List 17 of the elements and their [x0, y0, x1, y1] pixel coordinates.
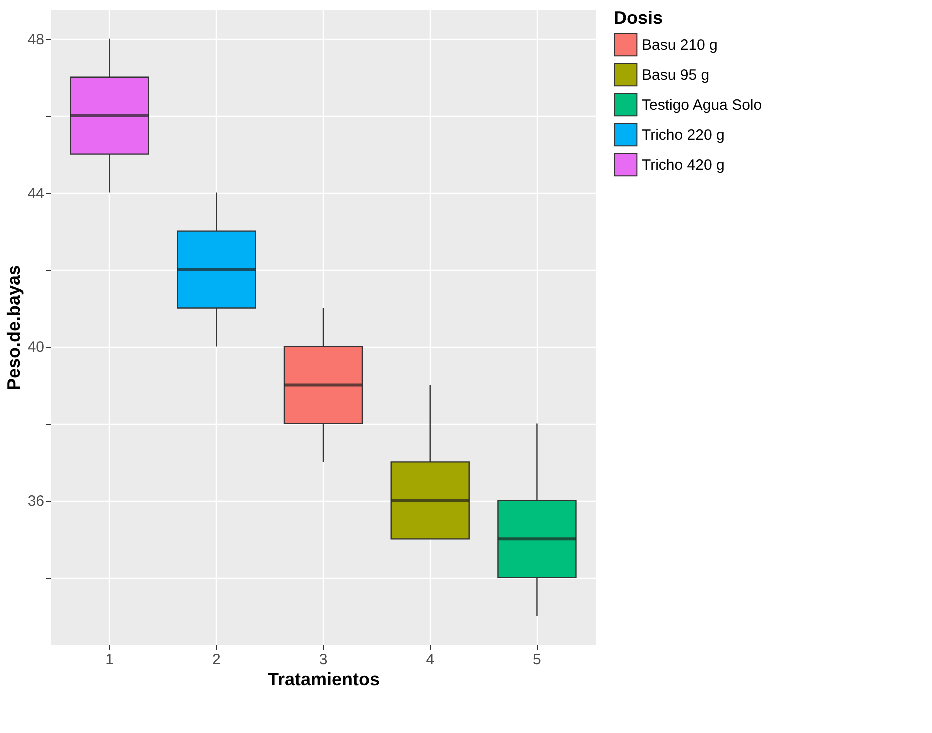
x-axis-title: Tratamientos: [268, 670, 380, 690]
legend-label: Tricho 220 g: [642, 127, 725, 144]
legend-label: Basu 95 g: [642, 67, 710, 84]
x-tick-label: 4: [426, 652, 435, 668]
x-tick-label: 2: [212, 652, 221, 668]
x-tick-label: 1: [106, 652, 114, 668]
legend-label: Testigo Agua Solo: [642, 97, 762, 114]
y-tick-label: 44: [28, 185, 44, 202]
y-tick-label: 48: [28, 31, 44, 48]
legend-label: Basu 210 g: [642, 37, 718, 54]
legend-title: Dosis: [614, 8, 664, 28]
y-axis-title: Peso.de.bayas: [4, 265, 24, 391]
x-tick-label: 3: [319, 652, 328, 668]
x-tick-label: 5: [533, 652, 542, 668]
legend-label: Tricho 420 g: [642, 157, 725, 174]
y-tick-label: 36: [28, 493, 44, 510]
y-tick-label: 40: [28, 339, 44, 356]
